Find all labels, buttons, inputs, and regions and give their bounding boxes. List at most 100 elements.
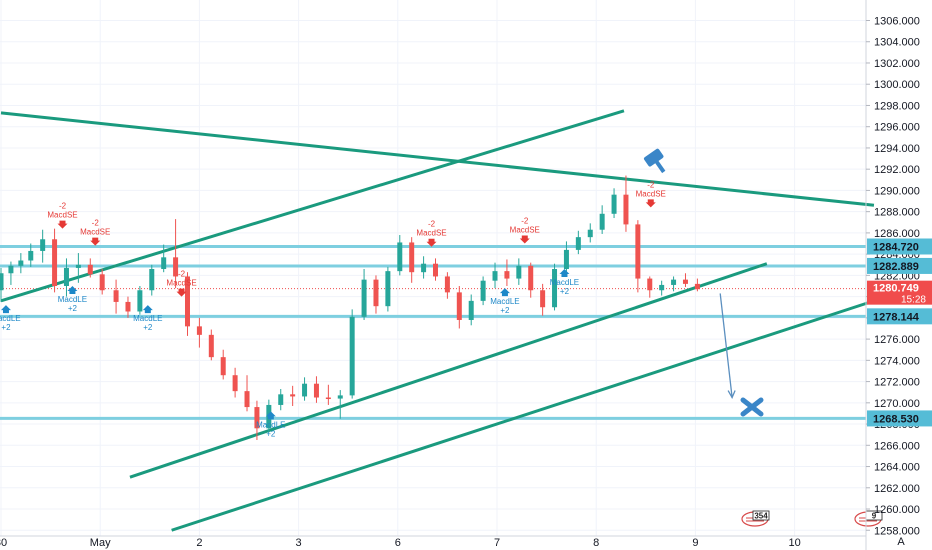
candle — [8, 261, 14, 285]
candle — [278, 389, 284, 411]
signal-count: +2 — [560, 287, 570, 296]
candle-body — [337, 395, 343, 399]
signal-count: -2 — [59, 202, 67, 211]
candle-body — [587, 229, 593, 238]
buy-arrow-icon — [67, 286, 78, 294]
candle-body — [208, 334, 214, 358]
candle — [184, 272, 190, 336]
candle-body — [492, 271, 498, 281]
trend-line[interactable] — [129, 262, 768, 479]
gavel-head — [643, 148, 664, 167]
signal-label: MacdLE — [256, 420, 285, 429]
event-flag-marker[interactable]: 9 — [854, 510, 883, 527]
badge-background — [867, 308, 932, 325]
time-tick-label: May — [90, 537, 111, 549]
target-x-icon[interactable] — [740, 397, 764, 417]
price-tick-label: 1270.000 — [874, 398, 920, 410]
candle-body — [125, 301, 131, 312]
candle-body — [99, 274, 105, 291]
sell-arrow-icon — [176, 288, 187, 297]
price-tick-label: 1290.000 — [874, 185, 920, 197]
trend-lines[interactable] — [0, 109, 875, 532]
candle-body — [385, 271, 391, 307]
signal-label: MacdLE — [0, 314, 21, 323]
candle — [421, 256, 427, 279]
candle-body — [8, 265, 14, 274]
candle-body — [361, 279, 367, 317]
event-count: 9 — [872, 512, 877, 521]
trend-line[interactable] — [0, 111, 875, 207]
candle — [137, 286, 143, 315]
price-tick-label: 1306.000 — [874, 16, 920, 28]
badge-text: 1282.889 — [873, 261, 919, 273]
candle — [220, 349, 226, 380]
sell-arrow-icon — [57, 220, 68, 229]
price-tick-label: 1304.000 — [874, 37, 920, 49]
projection-arrow-head-icon — [727, 390, 736, 399]
candle-body — [325, 397, 331, 400]
candle-body — [611, 194, 617, 214]
time-axis[interactable]: 30 May 2 3 6 7 8 9 10 — [0, 537, 801, 549]
event-flag-marker[interactable]: 354 — [741, 510, 770, 527]
candle — [504, 259, 510, 286]
signal-count: -2 — [178, 270, 186, 279]
price-tick-label: 1262.000 — [874, 483, 920, 495]
horizontal-levels[interactable] — [0, 244, 866, 420]
price-tick-label: 1286.000 — [874, 228, 920, 240]
price-tick-label: 1260.000 — [874, 504, 920, 516]
candle — [290, 385, 296, 407]
candle — [63, 258, 69, 297]
candle — [552, 263, 558, 311]
candle-body — [149, 269, 155, 291]
candle — [492, 262, 498, 289]
candle — [196, 317, 202, 348]
candle-body — [161, 257, 167, 270]
signal-count: -2 — [92, 219, 100, 228]
candle-body — [623, 194, 629, 225]
candle-body — [647, 278, 653, 291]
candle-body — [599, 213, 605, 230]
candle-body — [563, 249, 569, 270]
candle — [149, 264, 155, 296]
candle-body — [671, 279, 677, 285]
price-tick-label: 1272.000 — [874, 377, 920, 389]
candle — [337, 390, 343, 419]
signal-label: MacdLE — [58, 295, 87, 304]
candle-body — [313, 383, 319, 398]
candle — [52, 228, 58, 293]
price-tick-label: 1276.000 — [874, 334, 920, 346]
candle — [28, 243, 34, 267]
candle-body — [528, 265, 534, 291]
sell-arrow-icon — [90, 237, 101, 246]
signal-label: MacdSE — [80, 228, 110, 237]
candle — [563, 241, 569, 275]
buy-arrow-icon — [499, 288, 510, 297]
trend-line[interactable] — [0, 109, 625, 303]
sell-arrow-icon — [645, 199, 656, 208]
candle — [456, 286, 462, 329]
price-tick-label: 1288.000 — [874, 207, 920, 219]
badge-background — [867, 238, 932, 255]
signal-label: MacdSE — [510, 226, 540, 235]
signal-count: -2 — [428, 220, 436, 229]
candle — [302, 377, 308, 401]
annotations[interactable]: 354 9 — [643, 148, 883, 527]
candle — [232, 367, 238, 398]
candle-body — [278, 394, 284, 405]
buy-arrow-icon — [265, 411, 276, 420]
candle-body — [184, 276, 190, 327]
trend-line[interactable] — [171, 299, 875, 532]
signal-label: MacdLE — [550, 278, 579, 287]
level-price-badge: 1282.889 — [867, 257, 932, 274]
candle-body — [682, 279, 688, 284]
signal-count: +2 — [500, 306, 510, 315]
candle-body — [290, 394, 296, 397]
projection-arrow-line[interactable] — [719, 293, 733, 398]
gavel-icon[interactable] — [643, 148, 671, 177]
badge-text: 1278.144 — [873, 311, 920, 323]
candle — [0, 267, 4, 302]
auto-scale-button[interactable]: A — [897, 536, 905, 548]
candle — [254, 400, 260, 440]
